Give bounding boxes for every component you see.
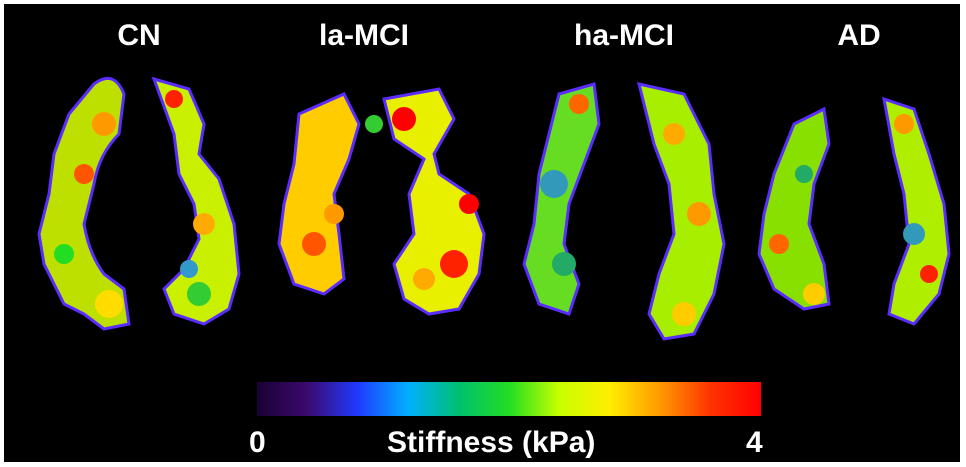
colorbar-gradient	[257, 382, 761, 416]
colorbar-min-label: 0	[249, 426, 266, 459]
colorbar-max-label: 4	[746, 426, 763, 459]
brain-map-ad	[757, 96, 951, 326]
colorbar	[257, 382, 761, 416]
brain-map-ha-mci	[522, 82, 726, 341]
panel-label-la-mci: la-MCI	[319, 19, 409, 52]
panel-label-ha-mci: ha-MCI	[574, 19, 674, 52]
panel-label-cn: CN	[117, 19, 161, 52]
colorbar-title: Stiffness (kPa)	[387, 426, 596, 459]
brain-map-la-mci	[277, 87, 486, 316]
stiffness-figure: CN la-MCI ha-MCI AD	[4, 4, 960, 462]
brain-map-cn	[37, 76, 241, 331]
panel-label-ad: AD	[837, 19, 881, 52]
